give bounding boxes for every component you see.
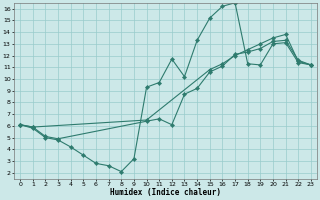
X-axis label: Humidex (Indice chaleur): Humidex (Indice chaleur) [110, 188, 221, 197]
